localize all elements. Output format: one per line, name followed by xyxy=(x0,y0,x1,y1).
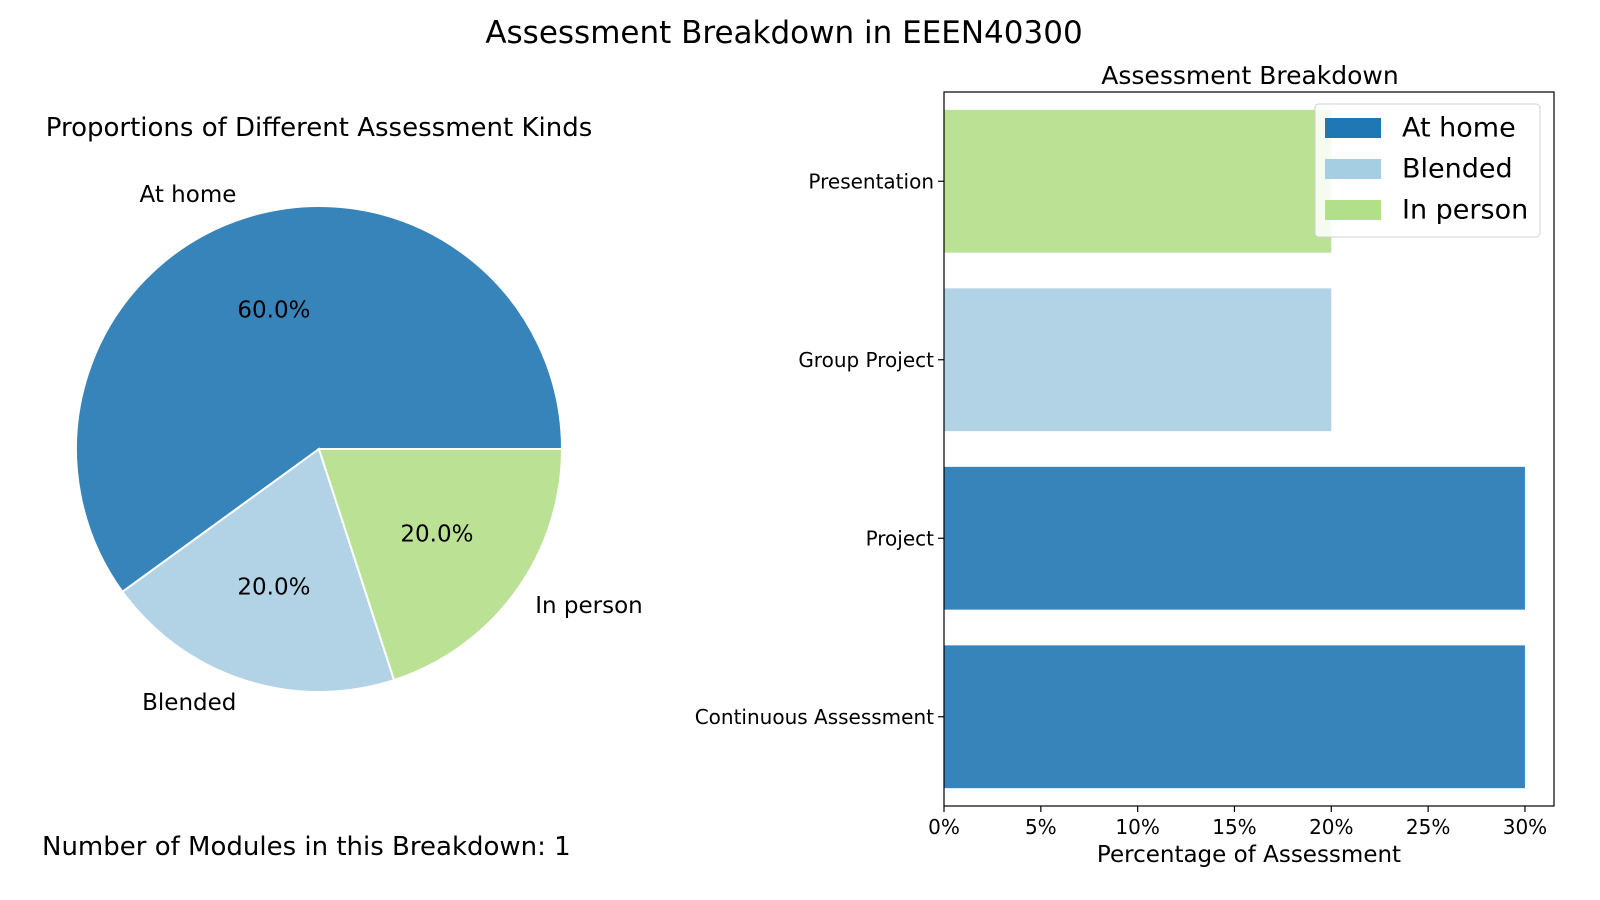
bar-title: Assessment Breakdown xyxy=(1101,61,1398,90)
pie-title: Proportions of Different Assessment Kind… xyxy=(46,113,593,143)
x-tick-label: 5% xyxy=(1025,815,1057,839)
pie-label-in-person: In person xyxy=(535,593,643,619)
pie-pct-at-home: 60.0% xyxy=(237,297,310,323)
legend-swatch-blended xyxy=(1325,159,1381,179)
legend-label-at-home: At home xyxy=(1402,113,1516,144)
x-tick-label: 25% xyxy=(1406,815,1450,839)
y-tick-label-group-project: Group Project xyxy=(798,348,934,372)
pie-slice-in-person xyxy=(317,448,564,682)
x-axis: 0% 5% 10% 15% 20% 25% 30% xyxy=(928,806,1547,839)
pie-pct-in-person: 20.0% xyxy=(400,522,473,548)
bar-chart: Assessment Breakdown Continuous Assessme… xyxy=(695,61,1555,868)
pie-pct-blended: 20.0% xyxy=(237,575,310,601)
x-tick-label: 0% xyxy=(928,815,960,839)
y-axis: Continuous Assessment Project Group Projec… xyxy=(695,169,944,729)
y-tick-label-continuous-assessment: Continuous Assessment xyxy=(695,705,934,729)
y-tick-label-presentation: Presentation xyxy=(808,169,934,193)
figure-title: Assessment Breakdown in EEEN40300 xyxy=(485,15,1082,51)
pie-chart: Proportions of Different Assessment Kind… xyxy=(46,113,643,716)
bar-marks xyxy=(944,109,1525,789)
bar-continuous-assessment xyxy=(944,645,1525,789)
pie-slice-at-home xyxy=(75,205,564,594)
legend-label-blended: Blended xyxy=(1402,154,1513,185)
x-tick-label: 15% xyxy=(1212,815,1256,839)
pie-label-blended: Blended xyxy=(142,690,236,716)
bar-group-project xyxy=(944,288,1332,432)
x-axis-label: Percentage of Assessment xyxy=(1097,842,1401,868)
pie-labels: At home 60.0% Blended 20.0% In person 20.0% xyxy=(140,182,643,716)
bar-presentation xyxy=(944,109,1332,253)
plot-frame xyxy=(943,91,1555,807)
x-tick-label: 20% xyxy=(1309,815,1353,839)
legend-label-in-person: In person xyxy=(1402,195,1528,226)
x-tick-label: 10% xyxy=(1115,815,1159,839)
y-tick-label-project: Project xyxy=(866,526,935,550)
pie-slices xyxy=(75,205,564,693)
pie-label-at-home: At home xyxy=(140,182,237,208)
pie-slice-blended xyxy=(121,447,396,693)
legend-swatch-at-home xyxy=(1325,118,1381,138)
bar-project xyxy=(944,466,1525,610)
x-tick-label: 30% xyxy=(1503,815,1547,839)
modules-count-text: Number of Modules in this Breakdown: 1 xyxy=(42,832,571,862)
legend: At home Blended In person xyxy=(1314,103,1541,238)
legend-swatch-in-person xyxy=(1325,200,1381,220)
